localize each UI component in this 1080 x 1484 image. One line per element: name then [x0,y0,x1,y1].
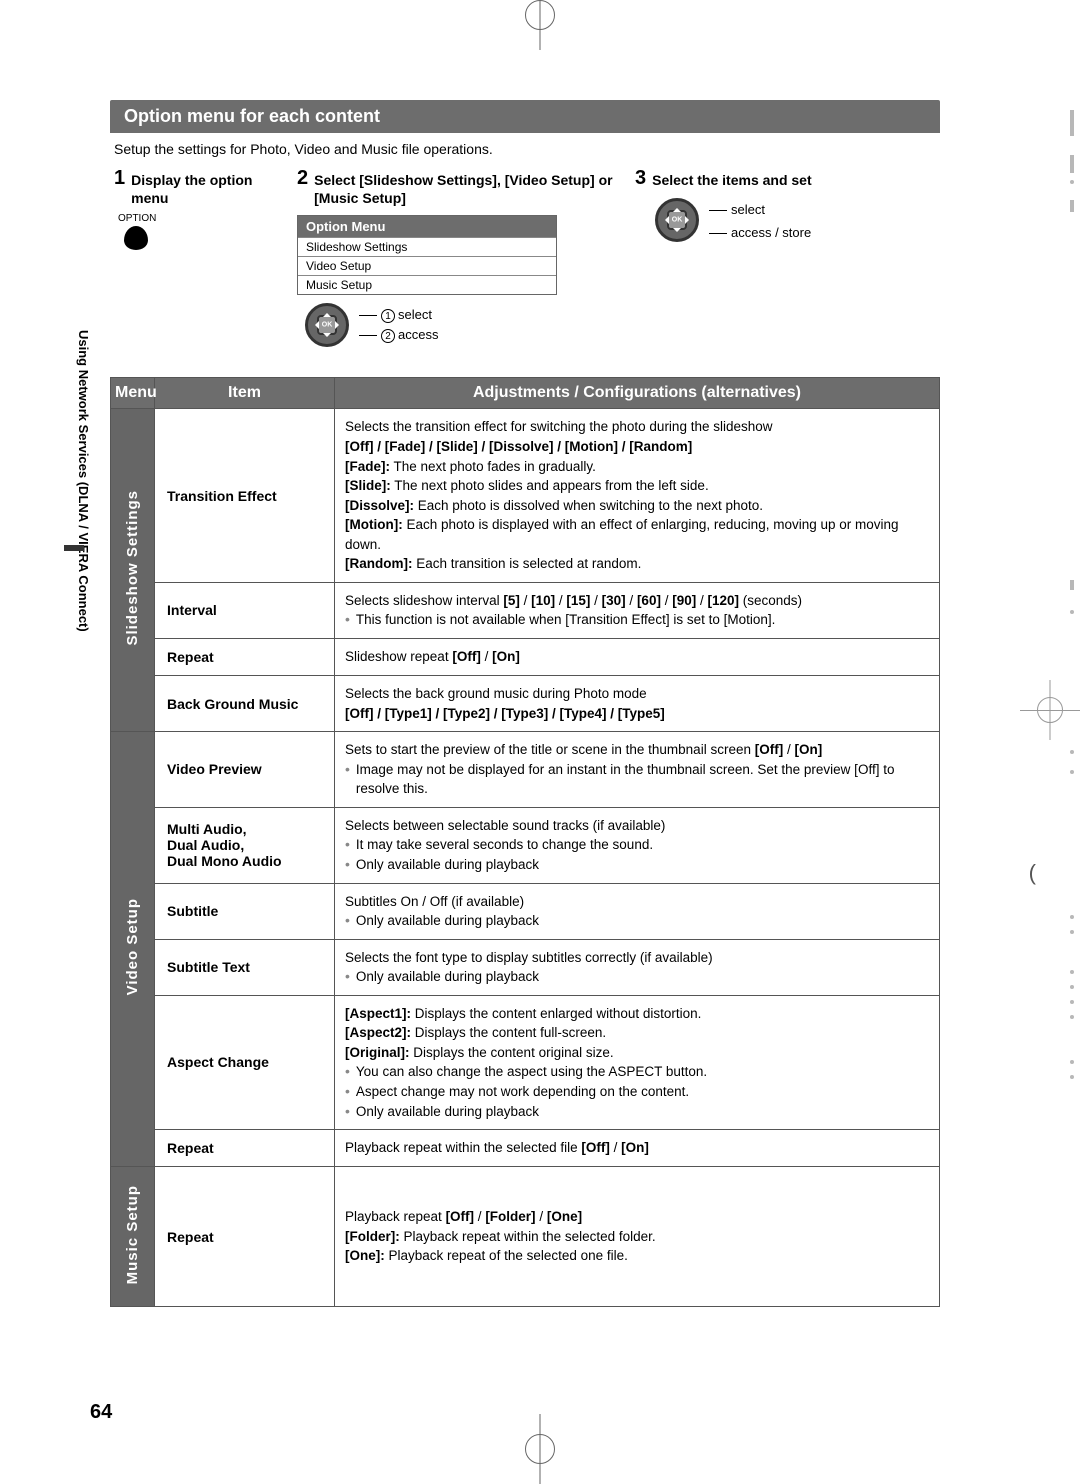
right-paren-fragment: ( [1029,860,1036,886]
item-description: Sets to start the preview of the title o… [335,732,940,808]
desc-line: Subtitles On / Off (if available) [345,892,929,912]
desc-line: Selects between selectable sound tracks … [345,816,929,836]
item-description: Selects the transition effect for switch… [335,409,940,583]
option-menu-box: Option Menu Slideshow Settings Video Set… [297,215,557,295]
side-index-bar [64,545,84,551]
desc-line: Selects the font type to display subtitl… [345,948,929,968]
step-2: 2 Select [Slideshow Settings], [Video Se… [297,167,617,347]
desc-bullet: You can also change the aspect using the… [345,1062,929,1082]
desc-line: Playback repeat [Off] / [Folder] / [One] [345,1207,929,1227]
desc-line: Selects slideshow interval [5] / [10] / … [345,591,929,611]
desc-line: Playback repeat within the selected file… [345,1138,929,1158]
step-1: 1 Display the option menu OPTION [114,167,279,347]
desc-line: [Dissolve]: Each photo is dissolved when… [345,496,929,516]
option-menu-title: Option Menu [298,216,556,237]
desc-line: [Original]: Displays the content origina… [345,1043,929,1063]
side-label: Using Network Services (DLNA / VIERA Con… [76,330,91,632]
item-name: Aspect Change [155,995,335,1129]
registration-mark-bottom [505,1414,575,1484]
desc-line: Selects the transition effect for switch… [345,417,929,437]
item-name: Repeat [155,1130,335,1167]
desc-bold-line: [Off] / [Fade] / [Slide] / [Dissolve] / … [345,437,929,457]
page-number: 64 [90,1401,112,1424]
menu-category: Slideshow Settings [111,409,155,732]
option-menu-item: Music Setup [298,275,556,294]
step-3-text: Select the items and set [652,167,812,189]
item-name: Repeat [155,639,335,676]
item-description: Selects the back ground music during Pho… [335,676,940,732]
step-2-num: 2 [297,167,308,190]
desc-line: Sets to start the preview of the title o… [345,740,929,760]
desc-bullet: Only available during playback [345,967,929,987]
item-description: Playback repeat within the selected file… [335,1130,940,1167]
item-name: Interval [155,582,335,638]
option-button-icon [124,226,148,250]
desc-line: Selects the back ground music during Pho… [345,684,929,704]
desc-line: [Random]: Each transition is selected at… [345,554,929,574]
item-description: Selects slideshow interval [5] / [10] / … [335,582,940,638]
settings-table: Menu Item Adjustments / Configurations (… [110,377,940,1307]
item-description: Subtitles On / Off (if available)Only av… [335,883,940,939]
section-title: Option menu for each content [110,100,940,133]
dpad-icon: OK [305,303,349,347]
dpad-icon: OK [655,198,699,242]
menu-category: Music Setup [111,1167,155,1307]
desc-line: [Aspect2]: Displays the content full-scr… [345,1023,929,1043]
access-label: access / store [731,225,811,240]
desc-bullet: Aspect change may not work depending on … [345,1082,929,1102]
desc-line: [Motion]: Each photo is displayed with a… [345,515,929,554]
item-description: Slideshow repeat [Off] / [On] [335,639,940,676]
step-3-num: 3 [635,167,646,190]
item-description: [Aspect1]: Displays the content enlarged… [335,995,940,1129]
desc-line: [Slide]: The next photo slides and appea… [345,476,929,496]
desc-bullet: Only available during playback [345,855,929,875]
desc-line: [Fade]: The next photo fades in graduall… [345,457,929,477]
step-1-text: Display the option menu [131,167,279,207]
desc-bullet: Image may not be displayed for an instan… [345,760,929,799]
desc-bold-line: [Off] / [Type1] / [Type2] / [Type3] / [T… [345,704,929,724]
step-2-text: Select [Slideshow Settings], [Video Setu… [314,167,617,207]
right-registration-mark [1020,680,1080,740]
option-caption: OPTION [118,213,279,224]
item-description: Selects between selectable sound tracks … [335,807,940,883]
item-name: Multi Audio,Dual Audio,Dual Mono Audio [155,807,335,883]
th-adj: Adjustments / Configurations (alternativ… [335,378,940,409]
option-menu-item: Video Setup [298,256,556,275]
dpad-labels: select access / store [709,198,811,245]
item-description: Playback repeat [Off] / [Folder] / [One]… [335,1167,940,1307]
select-label: select [398,307,432,322]
menu-category: Video Setup [111,732,155,1167]
desc-line: [One]: Playback repeat of the selected o… [345,1246,929,1266]
desc-bullet: It may take several seconds to change th… [345,835,929,855]
item-name: Repeat [155,1167,335,1307]
desc-bullet: This function is not available when [Tra… [345,610,929,630]
desc-line: Slideshow repeat [Off] / [On] [345,647,929,667]
desc-bullet: Only available during playback [345,911,929,931]
item-name: Subtitle Text [155,939,335,995]
item-name: Video Preview [155,732,335,808]
step-3: 3 Select the items and set OK select acc… [635,167,936,347]
th-item: Item [155,378,335,409]
th-menu: Menu [111,378,155,409]
item-description: Selects the font type to display subtitl… [335,939,940,995]
desc-line: [Folder]: Playback repeat within the sel… [345,1227,929,1247]
registration-mark-top [505,0,575,50]
step-1-num: 1 [114,167,125,190]
item-name: Back Ground Music [155,676,335,732]
option-menu-item: Slideshow Settings [298,237,556,256]
item-name: Subtitle [155,883,335,939]
dpad-labels: 1select 2access [359,305,438,347]
desc-line: [Aspect1]: Displays the content enlarged… [345,1004,929,1024]
desc-bullet: Only available during playback [345,1102,929,1122]
select-label: select [731,202,765,217]
item-name: Transition Effect [155,409,335,583]
access-label: access [398,327,438,342]
intro-text: Setup the settings for Photo, Video and … [110,133,940,167]
